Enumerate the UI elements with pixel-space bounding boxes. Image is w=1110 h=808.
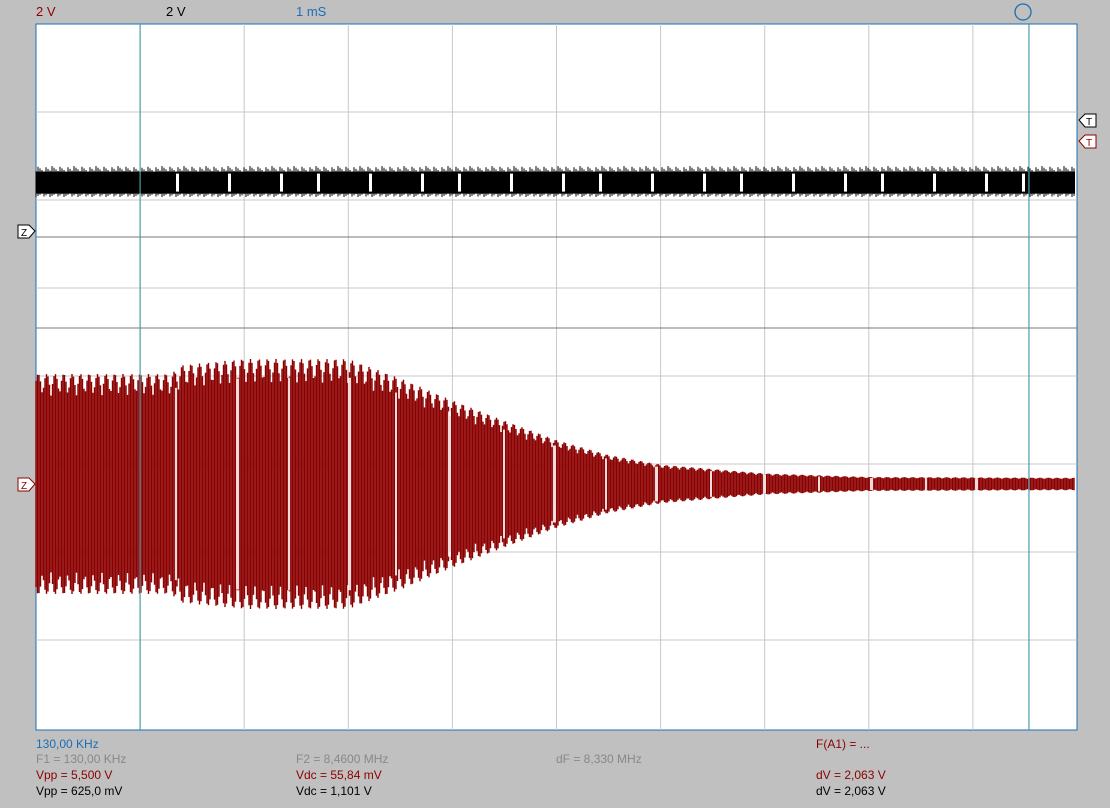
ch2-signal-gap <box>510 173 513 192</box>
ch2-signal-gap <box>881 173 884 192</box>
math-function-readout[interactable]: F(A1) = ... <box>816 737 870 751</box>
ch2-signal-gap <box>176 173 179 192</box>
ch1-signal-gap <box>818 476 820 492</box>
ch2-signal-gap <box>280 173 283 192</box>
zero-marker-ch2[interactable]: Z <box>17 224 36 239</box>
ch1-signal-gap <box>448 411 451 557</box>
ch1-signal-gap <box>763 474 766 494</box>
ch1-signal-gap <box>175 387 177 581</box>
ch1-signal-gap <box>925 478 927 490</box>
trigger-ch1-letter: T <box>1086 138 1092 149</box>
f2-readout: F2 = 8,4600 MHz <box>296 752 389 766</box>
trigger-ch2-letter: T <box>1086 117 1092 128</box>
ch1-signal-gap <box>348 377 351 591</box>
ch2-scale-label[interactable]: 2 V <box>166 4 186 19</box>
ch2-signal-gap <box>703 173 706 192</box>
ch1-signal-gap <box>710 471 712 497</box>
ch2-signal-gap <box>369 173 372 192</box>
ch1-signal-gap <box>975 478 978 490</box>
ch1-dv-readout: dV = 2,063 V <box>816 768 886 782</box>
cursor-frequency-readout: 130,00 KHz <box>36 737 99 751</box>
cursor-lines[interactable] <box>139 24 1030 730</box>
ch1-signal-gap <box>395 392 397 576</box>
ch2-signal-gap <box>599 173 602 192</box>
timebase-label[interactable]: 1 mS <box>296 4 327 19</box>
ch2-signal-gap <box>740 173 743 192</box>
zero-marker-ch1[interactable]: Z <box>17 477 36 492</box>
ch2-signal-gap <box>933 173 936 192</box>
ch2-signal-gap <box>985 173 988 192</box>
trigger-marker-ch1[interactable]: T <box>1078 134 1097 149</box>
ch2-signal-gap <box>228 173 231 192</box>
ch1-signal-envelope <box>35 359 1075 609</box>
ch1-vpp-readout: Vpp = 5,500 V <box>36 768 113 782</box>
ch2-trace <box>35 166 1075 198</box>
ch1-signal-gap <box>236 378 239 590</box>
ch2-signal-gap <box>458 173 461 192</box>
ch1-signal-gap <box>553 445 556 523</box>
f1-readout: F1 = 130,00 KHz <box>36 752 127 766</box>
ch2-signal-gap <box>421 173 424 192</box>
trigger-marker-ch2[interactable]: T <box>1078 113 1097 128</box>
ch2-signal-gap <box>1022 173 1025 192</box>
ch1-signal-gap <box>605 458 607 510</box>
ch1-scale-label[interactable]: 2 V <box>36 4 56 19</box>
ch2-vdc-readout: Vdc = 1,101 V <box>296 784 372 798</box>
ch1-signal-gap <box>288 377 290 591</box>
ch2-signal-gap <box>792 173 795 192</box>
ch2-dv-readout: dV = 2,063 V <box>816 784 886 798</box>
ch1-signal-gap <box>655 466 658 502</box>
ch1-vdc-readout: Vdc = 55,84 mV <box>296 768 382 782</box>
ch2-signal-gap <box>317 173 320 192</box>
ch1-signal-gap <box>870 478 873 490</box>
zero-ch2-letter: Z <box>21 228 27 239</box>
ch2-vpp-readout: Vpp = 625,0 mV <box>36 784 123 798</box>
ch1-signal-gap <box>503 429 505 539</box>
ch2-signal-gap <box>651 173 654 192</box>
ch2-signal-gap <box>562 173 565 192</box>
ch2-signal-gap <box>844 173 847 192</box>
df-readout: dF = 8,330 MHz <box>556 752 642 766</box>
zero-ch1-letter: Z <box>21 481 27 492</box>
circle-icon[interactable] <box>1014 3 1032 21</box>
ch1-trace <box>35 359 1075 609</box>
